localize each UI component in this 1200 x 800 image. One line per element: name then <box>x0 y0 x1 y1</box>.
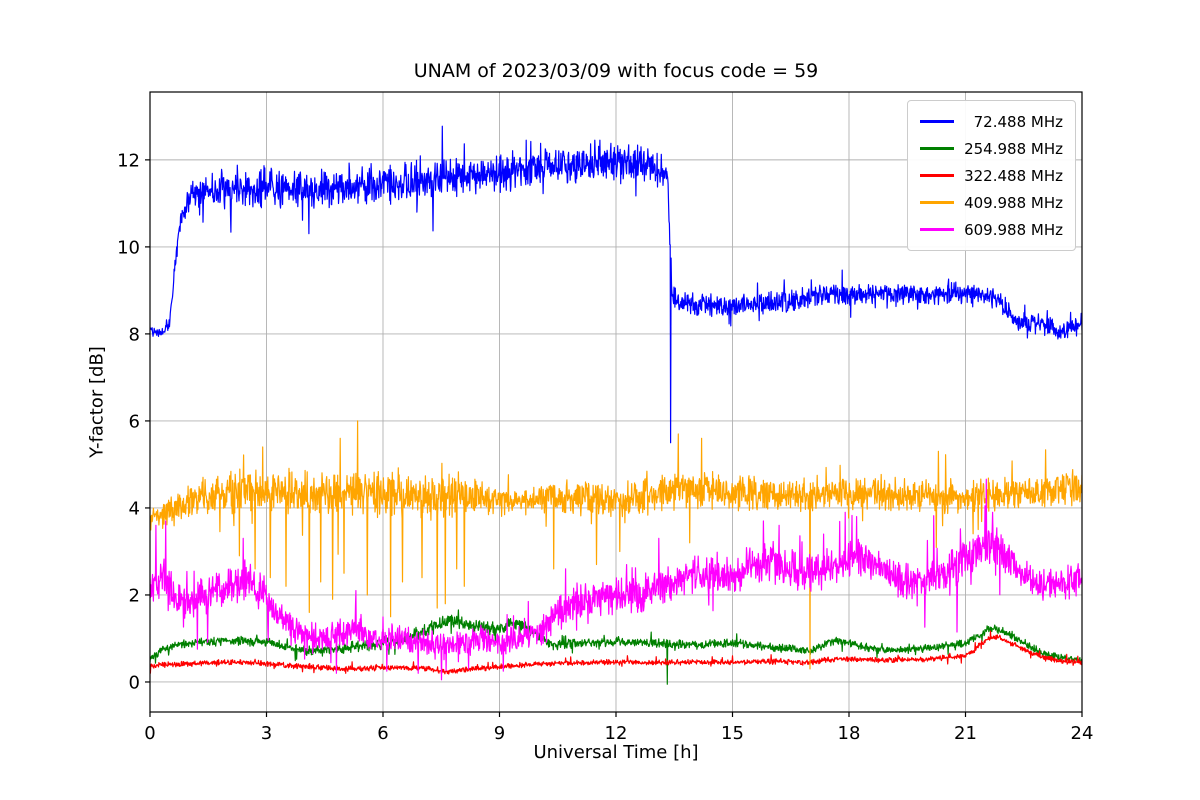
series-line-3 <box>150 420 1082 670</box>
y-tick-label: 4 <box>129 498 140 519</box>
x-tick-label: 24 <box>1071 723 1094 744</box>
x-tick-label: 15 <box>721 723 744 744</box>
y-tick-label: 2 <box>129 585 140 606</box>
series-line-0 <box>150 125 1082 444</box>
y-axis-label: Y-factor [dB] <box>86 346 108 458</box>
legend-item: 72.488 MHz <box>920 108 1063 135</box>
x-tick-label: 21 <box>954 723 977 744</box>
x-axis-label: Universal Time [h] <box>533 742 699 763</box>
legend: 72.488 MHz 254.988 MHz 322.488 MHz 409.988 … <box>907 100 1076 251</box>
y-tick-label: 6 <box>129 411 140 432</box>
x-tick-label: 6 <box>377 723 388 744</box>
x-tick-label: 12 <box>605 723 628 744</box>
legend-line-swatch <box>920 228 955 231</box>
y-tick-label: 12 <box>117 150 140 171</box>
y-tick-label: 0 <box>129 672 140 693</box>
legend-label: 609.988 MHz <box>964 220 1063 239</box>
series-line-2 <box>150 630 1082 675</box>
legend-label: 254.988 MHz <box>964 139 1063 158</box>
series-line-4 <box>150 478 1082 681</box>
legend-item: 254.988 MHz <box>920 135 1063 162</box>
y-tick-label: 10 <box>117 237 140 258</box>
legend-line-swatch <box>920 201 955 204</box>
chart-title: UNAM of 2023/03/09 with focus code = 59 <box>413 60 819 82</box>
series-line-1 <box>150 609 1082 685</box>
x-tick-label: 18 <box>838 723 861 744</box>
y-tick-label: 8 <box>129 324 140 345</box>
legend-line-swatch <box>920 120 955 123</box>
legend-label: 409.988 MHz <box>964 193 1063 212</box>
x-tick-label: 0 <box>144 723 155 744</box>
legend-item: 409.988 MHz <box>920 189 1063 216</box>
legend-item: 609.988 MHz <box>920 216 1063 243</box>
legend-label: 72.488 MHz <box>964 112 1063 131</box>
legend-label: 322.488 MHz <box>964 166 1063 185</box>
x-tick-label: 3 <box>261 723 272 744</box>
legend-line-swatch <box>920 174 955 177</box>
x-tick-label: 9 <box>494 723 505 744</box>
legend-line-swatch <box>920 147 955 150</box>
legend-item: 322.488 MHz <box>920 162 1063 189</box>
